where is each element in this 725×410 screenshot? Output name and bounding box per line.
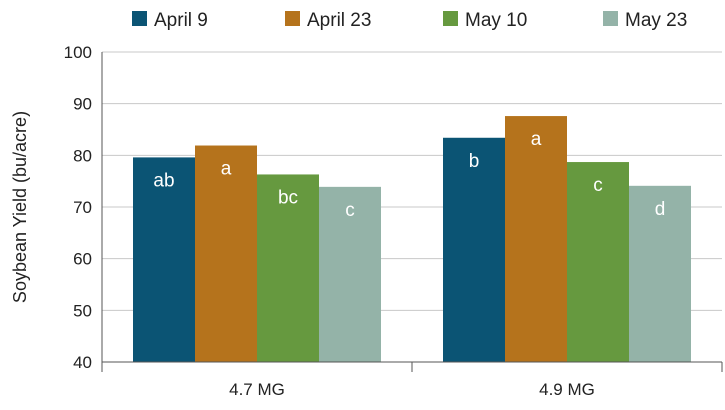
legend-swatch: [132, 11, 147, 26]
y-tick-label: 50: [73, 301, 92, 320]
bar-significance-label: c: [345, 200, 355, 221]
legend-swatch: [285, 11, 300, 26]
y-tick-label: 70: [73, 198, 92, 217]
x-axis: 4.7 MG 4.9 MG: [101, 361, 723, 399]
bar-significance-label: a: [221, 159, 232, 180]
bar-april-9: [133, 157, 195, 362]
bar-may-10: [567, 162, 629, 362]
legend-label: May 10: [465, 10, 527, 31]
bar-may-23: [629, 185, 691, 362]
legend-label: April 9: [154, 10, 208, 31]
y-tick-label: 80: [73, 146, 92, 165]
x-tick-label: 4.7 MG: [229, 380, 285, 399]
legend-label: May 23: [625, 10, 687, 31]
bar-april-23: [195, 145, 257, 362]
bar-april-9: [443, 137, 505, 362]
bar-significance-label: a: [531, 129, 542, 150]
y-tick-label: 100: [64, 43, 92, 62]
legend: April 9 April 23 May 10 May 23: [132, 10, 687, 31]
x-tick-label: 4.9 MG: [539, 380, 595, 399]
bar-significance-label: ab: [153, 170, 174, 191]
bar-significance-label: bc: [278, 187, 298, 208]
bar-april-23: [505, 116, 567, 362]
y-axis-title: Soybean Yield (bu/acre): [10, 111, 30, 303]
y-tick-label: 40: [73, 353, 92, 372]
y-axis: 40 50 60 70 80 90 100: [64, 43, 103, 372]
bar-may-23: [319, 186, 381, 362]
y-tick-label: 90: [73, 95, 92, 114]
bar-significance-label: b: [469, 151, 480, 172]
bars: ab a bc c b a c d: [133, 116, 691, 362]
bar-significance-label: d: [655, 199, 666, 220]
legend-label: April 23: [307, 10, 371, 31]
legend-swatch: [603, 11, 618, 26]
legend-swatch: [443, 11, 458, 26]
bar-may-10: [257, 174, 319, 362]
y-tick-label: 60: [73, 250, 92, 269]
bar-significance-label: c: [593, 175, 603, 196]
